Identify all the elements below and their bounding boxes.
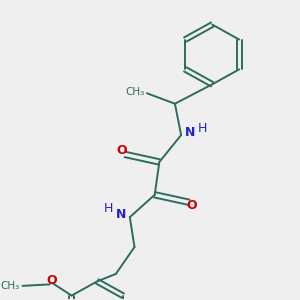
Text: N: N [185,126,195,139]
Text: O: O [117,144,128,158]
Text: CH₃: CH₃ [125,87,144,97]
Text: CH₃: CH₃ [1,281,20,291]
Text: O: O [187,199,197,212]
Text: O: O [47,274,57,287]
Text: H: H [104,202,113,215]
Text: H: H [198,122,207,135]
Text: N: N [116,208,126,221]
